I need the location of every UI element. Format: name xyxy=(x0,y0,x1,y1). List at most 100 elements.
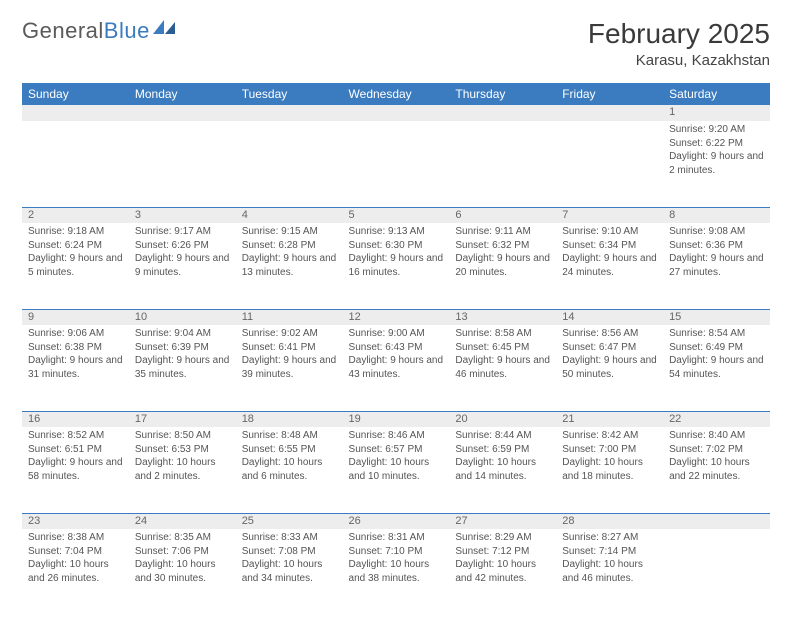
day-cell-body: Sunrise: 8:56 AMSunset: 6:47 PMDaylight:… xyxy=(556,325,663,385)
day-cell-body: Sunrise: 9:20 AMSunset: 6:22 PMDaylight:… xyxy=(663,121,770,181)
day-cell-body: Sunrise: 9:13 AMSunset: 6:30 PMDaylight:… xyxy=(343,223,450,283)
day-info-line: Daylight: 9 hours and 13 minutes. xyxy=(242,252,337,279)
logo-sail-icon xyxy=(153,20,175,34)
day-info-line: Daylight: 9 hours and 58 minutes. xyxy=(28,456,123,483)
col-wednesday: Wednesday xyxy=(343,83,450,105)
day-cell-body: Sunrise: 9:04 AMSunset: 6:39 PMDaylight:… xyxy=(129,325,236,385)
day-info-line: Sunrise: 9:20 AM xyxy=(669,123,764,137)
col-sunday: Sunday xyxy=(22,83,129,105)
title-block: February 2025 Karasu, Kazakhstan xyxy=(588,18,770,69)
day-info-line: Sunset: 7:04 PM xyxy=(28,545,123,559)
day-cell: Sunrise: 8:29 AMSunset: 7:12 PMDaylight:… xyxy=(449,529,556,615)
day-number: 17 xyxy=(129,411,236,427)
day-cell: Sunrise: 8:33 AMSunset: 7:08 PMDaylight:… xyxy=(236,529,343,615)
day-info-line: Sunset: 6:24 PM xyxy=(28,239,123,253)
col-monday: Monday xyxy=(129,83,236,105)
day-info-line: Sunrise: 8:54 AM xyxy=(669,327,764,341)
day-number xyxy=(129,105,236,121)
day-cell xyxy=(556,121,663,207)
day-info-line: Sunrise: 9:10 AM xyxy=(562,225,657,239)
month-title: February 2025 xyxy=(588,18,770,50)
day-cell-body: Sunrise: 9:08 AMSunset: 6:36 PMDaylight:… xyxy=(663,223,770,283)
day-cell-body: Sunrise: 8:42 AMSunset: 7:00 PMDaylight:… xyxy=(556,427,663,487)
day-info-line: Sunrise: 8:40 AM xyxy=(669,429,764,443)
day-cell-body xyxy=(129,121,236,127)
day-info-line: Sunrise: 8:29 AM xyxy=(455,531,550,545)
day-number: 5 xyxy=(343,207,450,223)
day-info-line: Sunset: 6:39 PM xyxy=(135,341,230,355)
day-info-line: Daylight: 9 hours and 16 minutes. xyxy=(349,252,444,279)
day-cell: Sunrise: 8:27 AMSunset: 7:14 PMDaylight:… xyxy=(556,529,663,615)
col-thursday: Thursday xyxy=(449,83,556,105)
day-info-line: Sunrise: 8:56 AM xyxy=(562,327,657,341)
day-cell: Sunrise: 8:42 AMSunset: 7:00 PMDaylight:… xyxy=(556,427,663,513)
day-number: 4 xyxy=(236,207,343,223)
day-cell: Sunrise: 8:40 AMSunset: 7:02 PMDaylight:… xyxy=(663,427,770,513)
day-cell: Sunrise: 8:56 AMSunset: 6:47 PMDaylight:… xyxy=(556,325,663,411)
day-cell: Sunrise: 9:10 AMSunset: 6:34 PMDaylight:… xyxy=(556,223,663,309)
day-cell xyxy=(343,121,450,207)
day-number xyxy=(22,105,129,121)
day-cell xyxy=(236,121,343,207)
col-saturday: Saturday xyxy=(663,83,770,105)
day-number: 1 xyxy=(663,105,770,121)
day-info-line: Daylight: 9 hours and 35 minutes. xyxy=(135,354,230,381)
day-cell-body: Sunrise: 8:54 AMSunset: 6:49 PMDaylight:… xyxy=(663,325,770,385)
day-info-line: Sunset: 6:28 PM xyxy=(242,239,337,253)
day-number: 13 xyxy=(449,309,556,325)
header: GeneralBlue February 2025 Karasu, Kazakh… xyxy=(22,18,770,69)
day-cell-body xyxy=(343,121,450,127)
day-info-line: Sunrise: 9:08 AM xyxy=(669,225,764,239)
day-info-line: Sunrise: 9:00 AM xyxy=(349,327,444,341)
day-info-line: Daylight: 10 hours and 42 minutes. xyxy=(455,558,550,585)
day-cell: Sunrise: 9:00 AMSunset: 6:43 PMDaylight:… xyxy=(343,325,450,411)
day-cell xyxy=(663,529,770,615)
day-cell: Sunrise: 9:18 AMSunset: 6:24 PMDaylight:… xyxy=(22,223,129,309)
day-number-row: 1 xyxy=(22,105,770,121)
day-number: 25 xyxy=(236,513,343,529)
day-info-line: Sunrise: 9:18 AM xyxy=(28,225,123,239)
day-cell-body: Sunrise: 8:50 AMSunset: 6:53 PMDaylight:… xyxy=(129,427,236,487)
day-info-line: Sunset: 7:08 PM xyxy=(242,545,337,559)
day-number: 8 xyxy=(663,207,770,223)
day-info-line: Sunrise: 8:35 AM xyxy=(135,531,230,545)
day-body-row: Sunrise: 9:18 AMSunset: 6:24 PM Daylight:… xyxy=(22,223,770,309)
day-info-line: Sunset: 6:45 PM xyxy=(455,341,550,355)
day-cell-body: Sunrise: 8:40 AMSunset: 7:02 PMDaylight:… xyxy=(663,427,770,487)
day-info-line: Sunrise: 9:06 AM xyxy=(28,327,123,341)
day-number: 14 xyxy=(556,309,663,325)
day-cell-body xyxy=(663,529,770,535)
day-info-line: Sunrise: 8:27 AM xyxy=(562,531,657,545)
day-number xyxy=(236,105,343,121)
day-info-line: Daylight: 10 hours and 14 minutes. xyxy=(455,456,550,483)
day-cell: Sunrise: 8:54 AMSunset: 6:49 PMDaylight:… xyxy=(663,325,770,411)
day-cell: Sunrise: 9:04 AMSunset: 6:39 PMDaylight:… xyxy=(129,325,236,411)
day-cell-body xyxy=(556,121,663,127)
day-info-line: Daylight: 9 hours and 9 minutes. xyxy=(135,252,230,279)
day-cell: Sunrise: 9:15 AMSunset: 6:28 PMDaylight:… xyxy=(236,223,343,309)
day-number: 20 xyxy=(449,411,556,427)
day-number xyxy=(343,105,450,121)
day-info-line: Sunrise: 8:48 AM xyxy=(242,429,337,443)
day-cell: Sunrise: 8:58 AMSunset: 6:45 PMDaylight:… xyxy=(449,325,556,411)
day-info-line: Sunrise: 8:44 AM xyxy=(455,429,550,443)
location-text: Karasu, Kazakhstan xyxy=(588,52,770,69)
logo: GeneralBlue xyxy=(22,18,175,44)
day-number: 10 xyxy=(129,309,236,325)
day-info-line: Sunset: 6:34 PM xyxy=(562,239,657,253)
day-number: 15 xyxy=(663,309,770,325)
day-cell: Sunrise: 8:52 AMSunset: 6:51 PMDaylight:… xyxy=(22,427,129,513)
day-info-line: Daylight: 10 hours and 2 minutes. xyxy=(135,456,230,483)
day-info-line: Daylight: 9 hours and 54 minutes. xyxy=(669,354,764,381)
day-number: 9 xyxy=(22,309,129,325)
day-info-line: Daylight: 10 hours and 38 minutes. xyxy=(349,558,444,585)
day-number xyxy=(449,105,556,121)
day-cell-body: Sunrise: 8:38 AMSunset: 7:04 PMDaylight:… xyxy=(22,529,129,589)
day-number: 21 xyxy=(556,411,663,427)
day-number: 26 xyxy=(343,513,450,529)
day-info-line: Sunset: 6:30 PM xyxy=(349,239,444,253)
day-number: 2 xyxy=(22,207,129,223)
day-info-line: Sunrise: 9:11 AM xyxy=(455,225,550,239)
day-cell: Sunrise: 8:48 AMSunset: 6:55 PMDaylight:… xyxy=(236,427,343,513)
day-number: 23 xyxy=(22,513,129,529)
